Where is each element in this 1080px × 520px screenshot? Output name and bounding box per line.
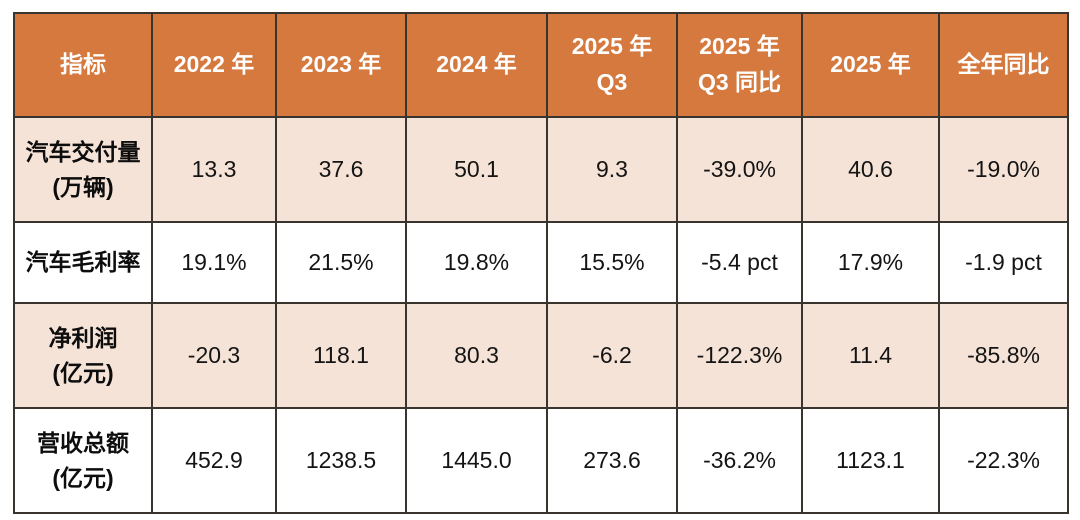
data-cell: 40.6 [801,116,940,223]
header-cell-2025q3-yoy: 2025 年 Q3 同比 [676,12,803,118]
row-label-line2: (亿元) [52,464,114,491]
data-cell: 50.1 [405,116,548,223]
row-label-deliveries: 汽车交付量 (万辆) [13,116,153,223]
header-label: 2025 年 [830,51,911,78]
row-label-line1: 汽车交付量 [25,139,141,165]
header-label: 全年同比 [957,51,1050,78]
header-cell-2023: 2023 年 [275,12,407,118]
data-cell: -39.0% [676,116,803,223]
data-cell: 1238.5 [275,407,407,514]
data-cell: 19.1% [151,221,277,304]
data-cell: 80.3 [405,302,548,409]
row-label-line1: 汽车毛利率 [25,249,141,276]
header-cell-2025: 2025 年 [801,12,940,118]
header-cell-2025q3: 2025 年 Q3 [546,12,678,118]
header-cell-2022: 2022 年 [151,12,277,118]
row-label-line1: 营收总额 [37,430,129,456]
data-cell: -6.2 [546,302,678,409]
data-cell: -122.3% [676,302,803,409]
header-cell-fullyear-yoy: 全年同比 [938,12,1069,118]
header-label: 2025 年 [571,33,653,60]
row-label-line1: 净利润 [48,325,118,351]
data-cell: -22.3% [938,407,1069,514]
header-cell-2024: 2024 年 [405,12,548,118]
data-cell: -85.8% [938,302,1069,409]
row-label-line2: (亿元) [52,359,114,386]
data-cell: -19.0% [938,116,1069,223]
data-cell: 19.8% [405,221,548,304]
header-label: 2024 年 [436,51,517,78]
header-label-line2: Q3 同比 [697,69,782,95]
data-cell: 273.6 [546,407,678,514]
data-cell: 21.5% [275,221,407,304]
data-cell: 118.1 [275,302,407,409]
header-label: 2022 年 [173,51,255,78]
data-cell: 17.9% [801,221,940,304]
row-label-gross-margin: 汽车毛利率 [13,221,153,304]
header-label: 2023 年 [300,51,382,78]
table-row-net-profit: 净利润 (亿元) -20.3 118.1 80.3 -6.2 -122.3% 1… [13,302,1069,409]
header-label: 2025 年 [699,33,780,60]
data-cell: 9.3 [546,116,678,223]
table-row-total-revenue: 营收总额 (亿元) 452.9 1238.5 1445.0 273.6 -36.… [13,407,1069,514]
header-label-line2: Q3 [596,69,628,95]
data-cell: 15.5% [546,221,678,304]
data-cell: 1123.1 [801,407,940,514]
data-cell: 37.6 [275,116,407,223]
data-cell: 13.3 [151,116,277,223]
header-label: 指标 [60,51,106,78]
row-label-line2: (万辆) [52,173,114,200]
data-cell: 1445.0 [405,407,548,514]
row-label-total-revenue: 营收总额 (亿元) [13,407,153,514]
data-cell: 11.4 [801,302,940,409]
data-cell: 452.9 [151,407,277,514]
financial-metrics-table: 指标 2022 年 2023 年 2024 年 2025 年 Q3 [13,12,1069,514]
data-cell: -1.9 pct [938,221,1069,304]
header-row: 指标 2022 年 2023 年 2024 年 2025 年 Q3 [13,12,1069,118]
data-cell: -36.2% [676,407,803,514]
data-cell: -5.4 pct [676,221,803,304]
row-label-net-profit: 净利润 (亿元) [13,302,153,409]
table-row-deliveries: 汽车交付量 (万辆) 13.3 37.6 50.1 9.3 -39.0% 40.… [13,116,1069,223]
table-row-gross-margin: 汽车毛利率 19.1% 21.5% 19.8% 15.5% -5.4 pct 1… [13,221,1069,304]
header-cell-metric: 指标 [13,12,153,118]
data-cell: -20.3 [151,302,277,409]
